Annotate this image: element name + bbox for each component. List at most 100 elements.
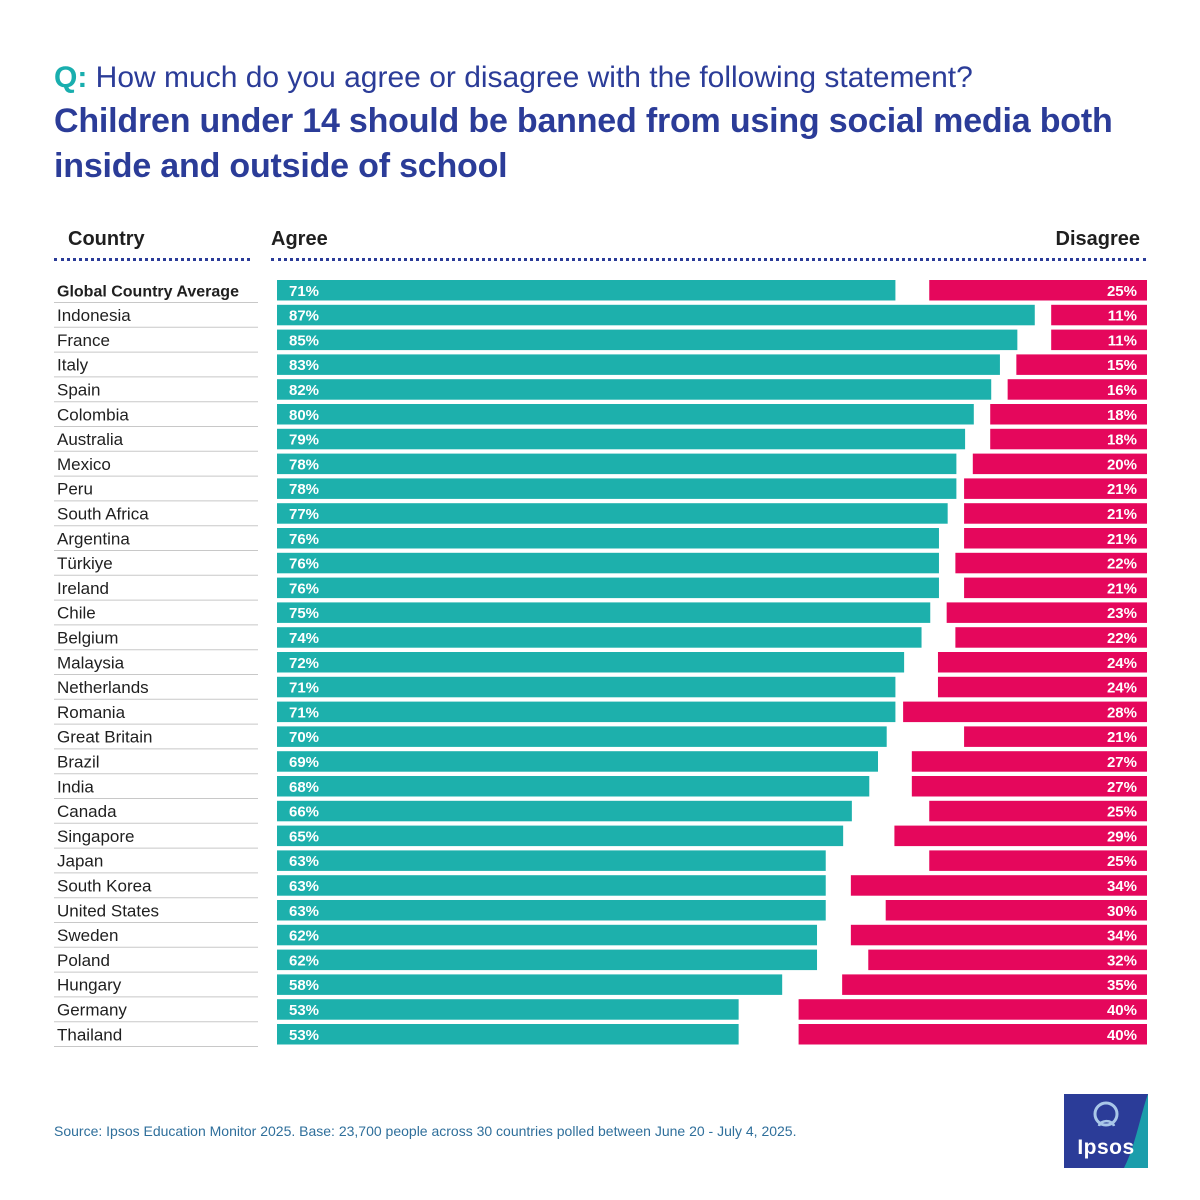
question-line: Q: How much do you agree or disagree wit… <box>54 58 1164 98</box>
column-header-agree: Agree <box>271 228 328 250</box>
table-row: Global Country Average 71% 25% <box>54 280 1147 303</box>
logo-swoosh <box>1124 1094 1148 1168</box>
disagree-value-label: 18% <box>1107 407 1137 424</box>
agree-bar <box>277 726 887 747</box>
country-label: France <box>57 331 110 350</box>
disagree-bar <box>929 850 1147 871</box>
table-row: Chile 75% 23% <box>54 602 1147 626</box>
agree-bar <box>277 875 826 896</box>
agree-value-label: 71% <box>289 704 319 721</box>
agree-bar <box>277 528 939 549</box>
country-label: Chile <box>57 604 96 623</box>
agree-value-label: 53% <box>289 1002 319 1019</box>
disagree-bar <box>964 478 1147 499</box>
agree-bar <box>277 280 896 301</box>
disagree-value-label: 16% <box>1107 382 1137 399</box>
country-label: Spain <box>57 380 100 399</box>
agree-bar <box>277 1024 739 1045</box>
disagree-bar <box>955 627 1147 648</box>
disagree-value-label: 25% <box>1107 283 1137 300</box>
disagree-bar <box>955 552 1147 574</box>
agree-value-label: 69% <box>289 754 319 771</box>
country-label: Japan <box>57 852 103 871</box>
table-row: Brazil 69% 27% <box>54 751 1147 775</box>
agree-value-label: 53% <box>289 1027 319 1044</box>
agree-bar <box>277 701 896 723</box>
agree-value-label: 76% <box>289 556 319 573</box>
agree-bar <box>277 850 826 871</box>
disagree-bar <box>929 280 1147 301</box>
disagree-value-label: 21% <box>1107 531 1137 548</box>
country-label: Colombia <box>57 405 129 424</box>
disagree-bar <box>798 999 1147 1020</box>
agree-value-label: 85% <box>289 332 319 349</box>
agree-bar <box>277 329 1018 351</box>
disagree-value-label: 34% <box>1107 928 1137 945</box>
agree-value-label: 80% <box>289 407 319 424</box>
table-row: Netherlands 71% 24% <box>54 676 1147 700</box>
disagree-value-label: 40% <box>1107 1002 1137 1019</box>
disagree-value-label: 24% <box>1107 680 1137 697</box>
disagree-bar <box>1007 379 1147 400</box>
logo-profile <box>1097 1119 1116 1127</box>
disagree-value-label: 35% <box>1107 977 1137 994</box>
disagree-bar <box>850 924 1147 946</box>
country-label: South Korea <box>57 876 152 895</box>
table-row: Japan 63% 25% <box>54 850 1147 874</box>
disagree-bar <box>894 825 1147 847</box>
table-row: Romania 71% 28% <box>54 701 1147 725</box>
disagree-value-label: 40% <box>1107 1027 1137 1044</box>
agree-bar <box>277 577 939 599</box>
title-block: Q: How much do you agree or disagree wit… <box>54 58 1164 189</box>
country-label: Great Britain <box>57 728 152 747</box>
table-row: Thailand 53% 40% <box>54 1024 1147 1047</box>
disagree-bar <box>911 776 1147 797</box>
disagree-value-label: 34% <box>1107 878 1137 895</box>
agree-value-label: 79% <box>289 432 319 449</box>
country-label: Australia <box>57 430 124 449</box>
table-row: Belgium 74% 22% <box>54 627 1147 651</box>
table-row: Türkiye 76% 22% <box>54 552 1147 576</box>
disagree-bar <box>1016 354 1147 375</box>
table-row: Colombia 80% 18% <box>54 404 1147 427</box>
disagree-value-label: 28% <box>1107 704 1137 721</box>
country-label: Malaysia <box>57 653 125 672</box>
ipsos-logo-mark <box>1064 1094 1148 1168</box>
agree-value-label: 71% <box>289 283 319 300</box>
agree-value-label: 83% <box>289 357 319 374</box>
table-row: Mexico 78% 20% <box>54 453 1147 477</box>
disagree-bar <box>798 1024 1147 1045</box>
country-label: South Africa <box>57 504 149 523</box>
agree-value-label: 63% <box>289 903 319 920</box>
disagree-bar <box>842 974 1147 995</box>
agree-bar <box>277 652 905 673</box>
country-label: Türkiye <box>57 554 113 573</box>
disagree-bar <box>990 404 1147 425</box>
country-label: Indonesia <box>57 306 131 325</box>
country-label: Argentina <box>57 529 130 548</box>
agree-value-label: 68% <box>289 779 319 796</box>
disagree-bar <box>850 875 1147 896</box>
agree-bar <box>277 404 974 425</box>
disagree-bar <box>937 676 1147 698</box>
disagree-value-label: 11% <box>1108 332 1137 349</box>
country-label: Peru <box>57 480 93 499</box>
disagree-value-label: 22% <box>1107 630 1137 647</box>
disagree-value-label: 18% <box>1107 432 1137 449</box>
table-row: Australia 79% 18% <box>54 428 1147 452</box>
table-row: Peru 78% 21% <box>54 478 1147 502</box>
disagree-bar <box>972 453 1147 475</box>
country-label: Hungary <box>57 976 122 995</box>
source-note: Source: Ipsos Education Monitor 2025. Ba… <box>54 1123 797 1139</box>
table-row: Sweden 62% 34% <box>54 924 1147 948</box>
country-label: Sweden <box>57 926 118 945</box>
table-row: Ireland 76% 21% <box>54 577 1147 601</box>
agree-bar <box>277 428 966 450</box>
agree-value-label: 75% <box>289 605 319 622</box>
country-label: Germany <box>57 1000 127 1019</box>
disagree-bar <box>868 949 1147 971</box>
agree-value-label: 70% <box>289 729 319 746</box>
logo-text: Ipsos <box>1077 1136 1135 1159</box>
table-row: South Africa 77% 21% <box>54 503 1147 527</box>
